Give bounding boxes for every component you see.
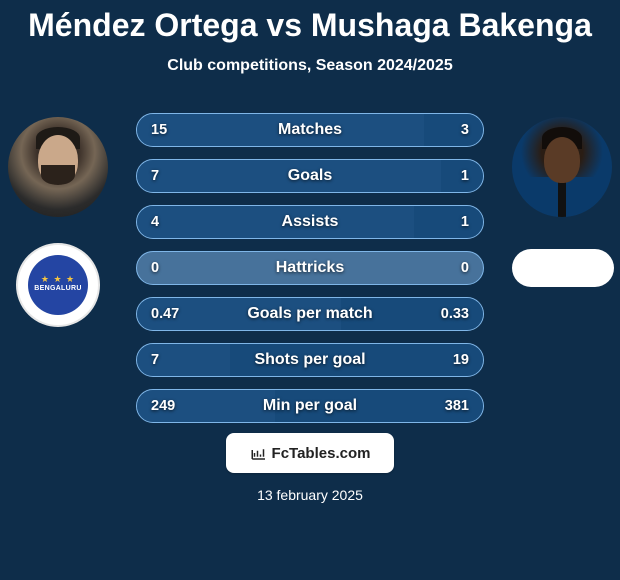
stat-row: 719Shots per goal	[136, 343, 484, 377]
stat-bar-left	[137, 298, 341, 330]
stat-bar-right	[441, 160, 483, 192]
stat-label: Hattricks	[137, 252, 483, 284]
player-right-avatar	[512, 117, 612, 217]
player-left-avatar	[8, 117, 108, 217]
brand-logo-icon	[250, 444, 268, 462]
page-subtitle: Club competitions, Season 2024/2025	[0, 45, 620, 91]
page-title: Méndez Ortega vs Mushaga Bakenga	[0, 6, 620, 45]
avatar-beard-icon	[41, 165, 75, 185]
stat-value-left: 0	[151, 252, 159, 284]
stat-bar-right	[424, 114, 483, 146]
club-crest-icon: ★ ★ ★ BENGALURU	[28, 255, 88, 315]
stat-rows: 153Matches 71Goals 41Assists 0 0Hattricks 0.4…	[136, 113, 484, 435]
footer-date: 13 february 2025	[0, 487, 620, 503]
avatar-face-icon	[544, 137, 580, 183]
brand-label: FcTables.com	[272, 445, 371, 462]
stat-row: 0 0Hattricks	[136, 251, 484, 285]
stat-row: 41Assists	[136, 205, 484, 239]
stat-bar-left	[137, 390, 275, 422]
stat-value-right: 0	[461, 252, 469, 284]
stat-bar-left	[137, 344, 230, 376]
stat-bar-right	[414, 206, 483, 238]
stat-bar-right	[230, 344, 483, 376]
stat-bar-left	[137, 114, 424, 146]
player-left-club-badge: ★ ★ ★ BENGALURU	[16, 243, 100, 327]
stat-bar-left	[137, 206, 414, 238]
player-right-club-badge	[512, 249, 614, 287]
stat-bar-right	[341, 298, 483, 330]
stat-row: 153Matches	[136, 113, 484, 147]
avatar-jersey-icon	[522, 177, 602, 217]
stats-area: ★ ★ ★ BENGALURU 153Matches 71Goals 41Assis…	[0, 91, 620, 421]
stat-row: 249381Min per goal	[136, 389, 484, 423]
comparison-card: Méndez Ortega vs Mushaga Bakenga Club co…	[0, 0, 620, 580]
club-name-label: BENGALURU	[34, 285, 81, 292]
stat-row: 0.470.33Goals per match	[136, 297, 484, 331]
stat-bar-right	[275, 390, 483, 422]
stat-row: 71Goals	[136, 159, 484, 193]
club-stars-icon: ★ ★ ★	[41, 274, 75, 285]
stat-bar-left	[137, 160, 441, 192]
brand-badge[interactable]: FcTables.com	[226, 433, 394, 473]
